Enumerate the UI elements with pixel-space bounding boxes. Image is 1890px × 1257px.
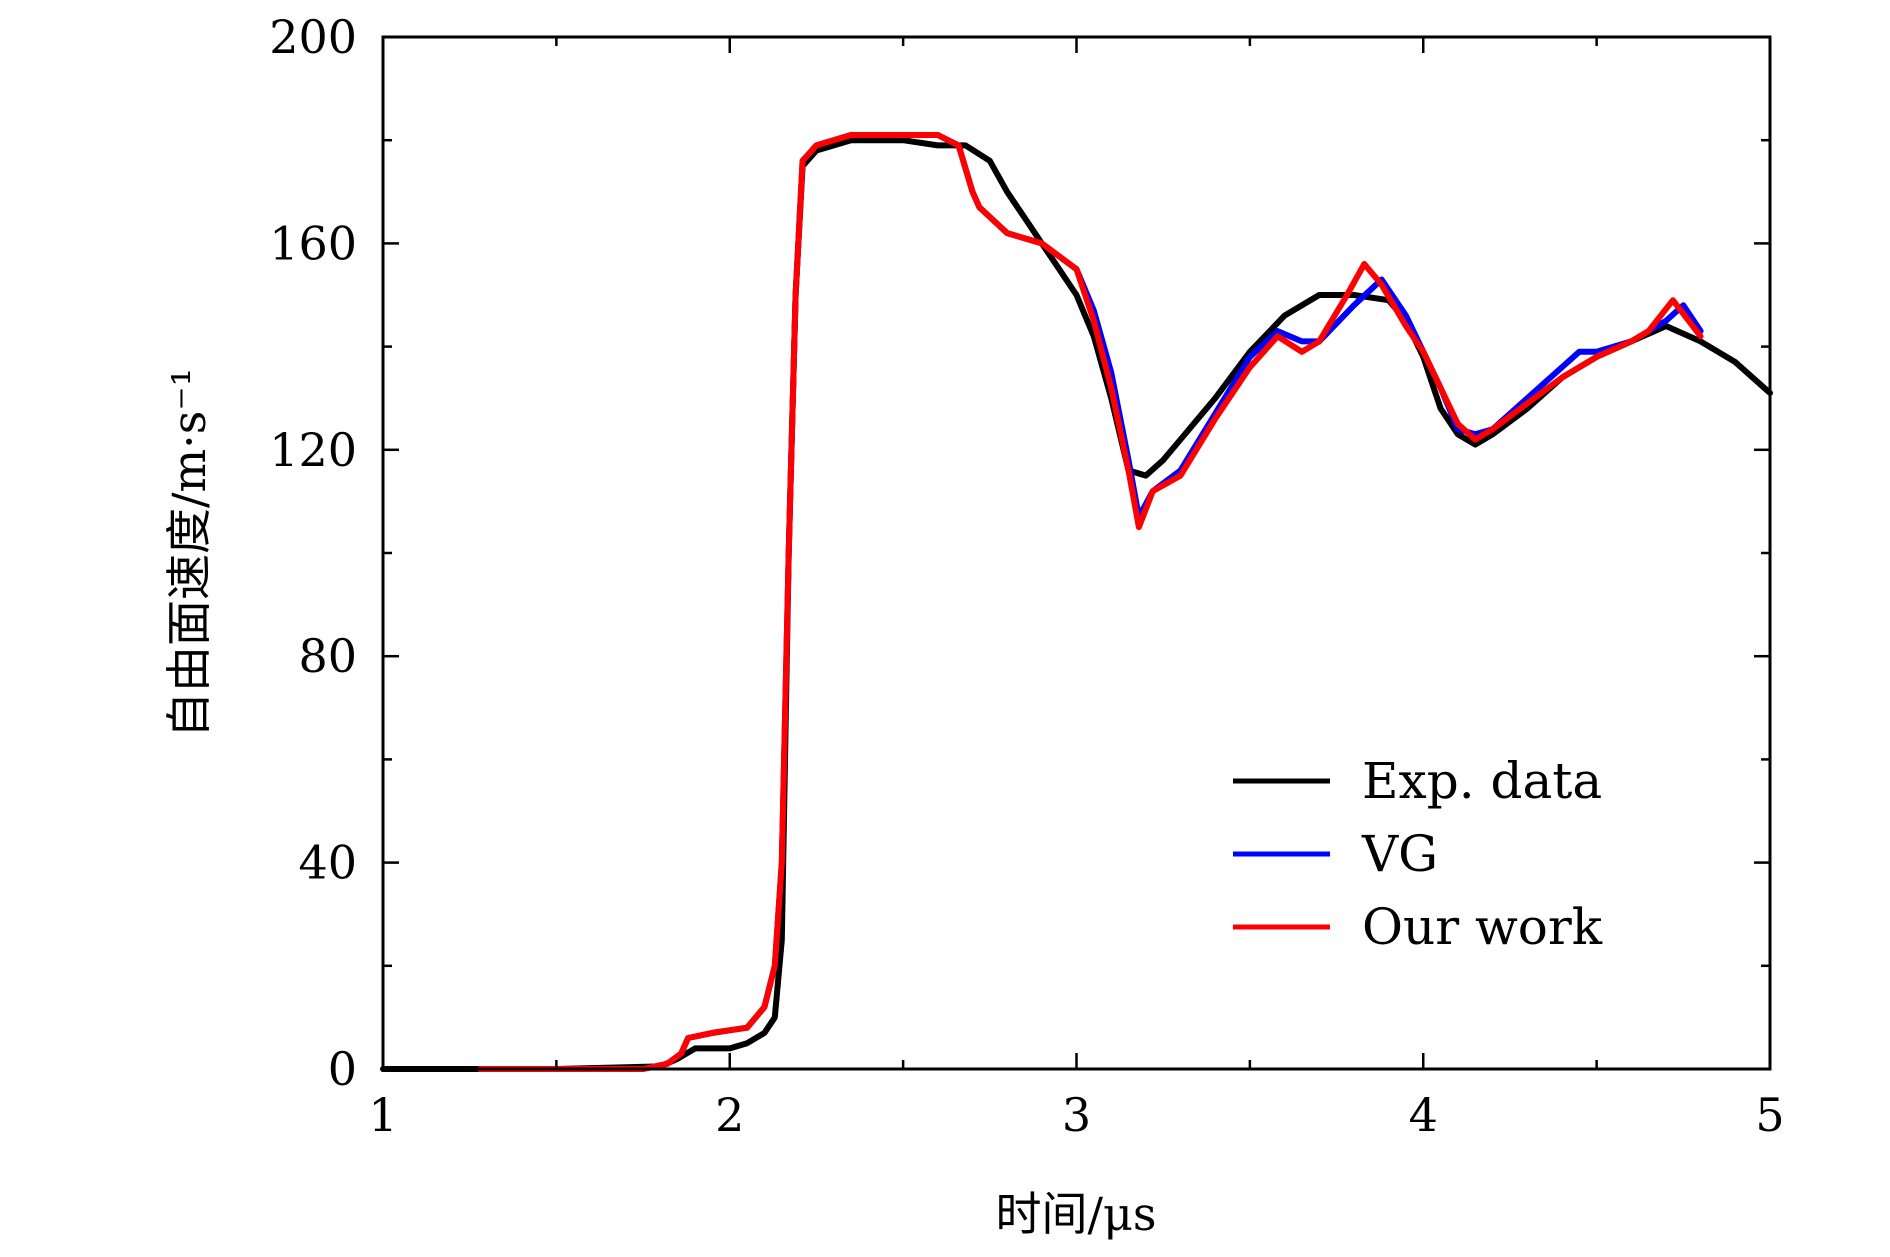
legend: Exp. data VG Our work xyxy=(1233,752,1603,956)
series-layer xyxy=(380,132,1773,1072)
legend-label-exp-data: Exp. data xyxy=(1362,752,1602,810)
series-line-exp-data xyxy=(380,137,1773,1072)
x-axis-title: 时间/μs xyxy=(996,1187,1157,1241)
y-axis-title: 自由面速度/m·s⁻¹ xyxy=(162,368,216,738)
y-tick-label: 40 xyxy=(298,836,357,890)
legend-label-our-work: Our work xyxy=(1362,898,1603,956)
x-tick-label: 3 xyxy=(1062,1088,1091,1142)
y-tick-label: 80 xyxy=(298,629,357,683)
x-tick-label: 5 xyxy=(1755,1088,1784,1142)
x-tick-label: 4 xyxy=(1409,1088,1438,1142)
y-tick-label: 0 xyxy=(328,1042,357,1096)
y-tick-label: 200 xyxy=(269,10,357,64)
x-tick-label: 2 xyxy=(715,1088,744,1142)
series-line-our-work xyxy=(477,132,1704,1072)
legend-label-vg: VG xyxy=(1361,825,1438,883)
y-tick-label: 120 xyxy=(269,423,357,477)
y-tick-label: 160 xyxy=(269,216,357,270)
x-tick-label: 1 xyxy=(368,1088,397,1142)
ticks-layer xyxy=(381,35,1772,1071)
tick-labels-layer: 1 2 3 4 5 0 40 80 120 160 200 xyxy=(269,10,1784,1142)
